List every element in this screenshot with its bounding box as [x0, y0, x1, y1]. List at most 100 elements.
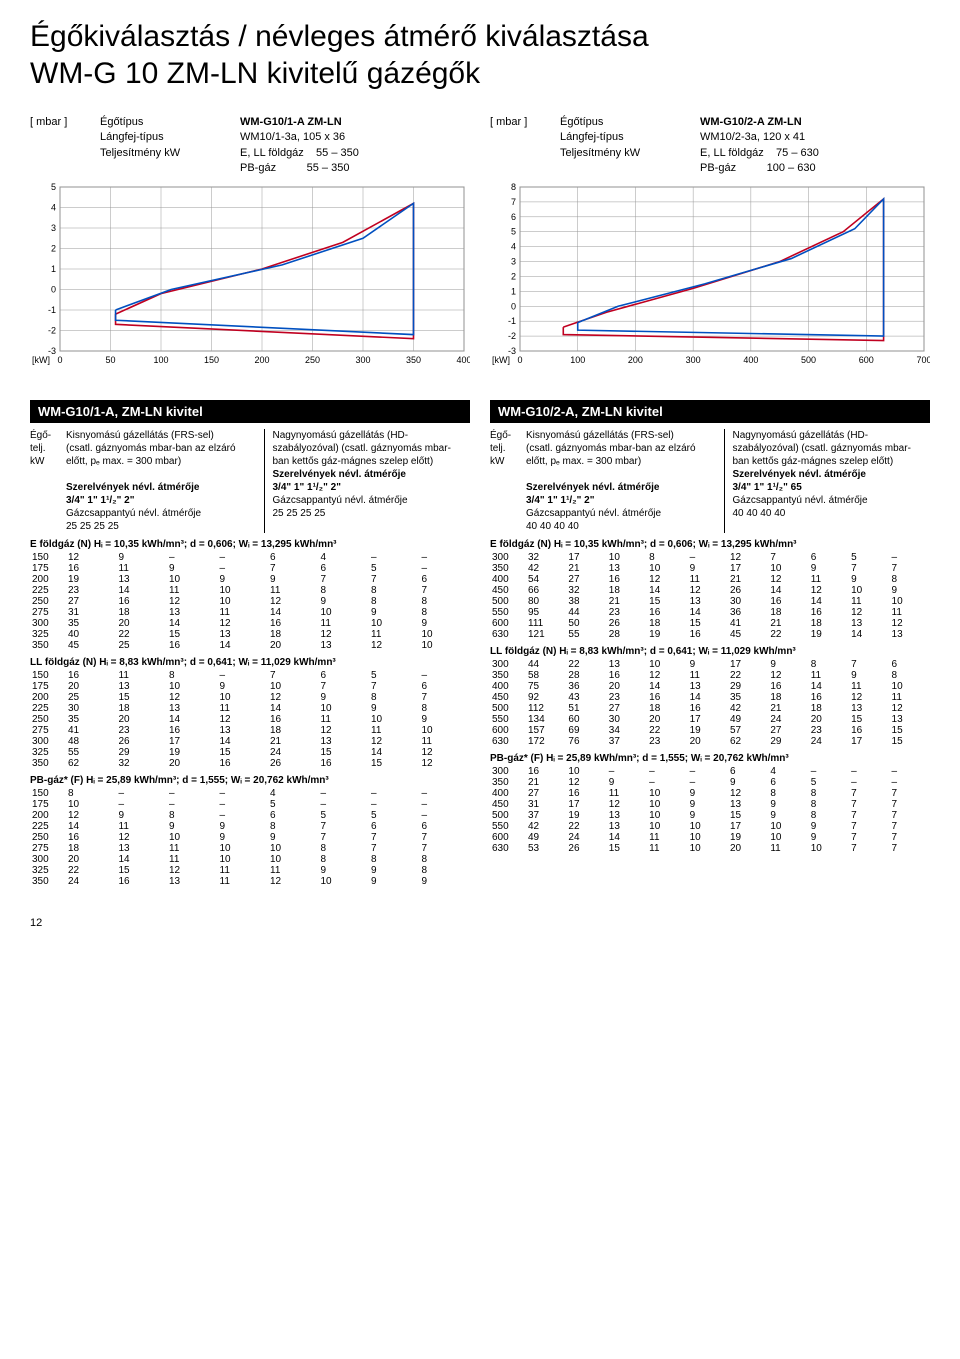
- table-cell: 23: [607, 607, 647, 618]
- table-cell: 17: [167, 736, 218, 747]
- panel-left-header: Égő- telj. kW Kisnyomású gázellátás (FRS…: [30, 429, 470, 533]
- table-cell: 9: [218, 574, 269, 585]
- table-cell: 550: [490, 821, 526, 832]
- svg-text:100: 100: [153, 355, 168, 365]
- table-cell: 8: [647, 552, 687, 563]
- table-cell: 12: [420, 747, 471, 758]
- svg-text:0: 0: [511, 301, 516, 311]
- table-cell: –: [420, 563, 471, 574]
- table-cell: 15: [117, 865, 168, 876]
- table-cell: 13: [849, 703, 889, 714]
- svg-text:700: 700: [916, 355, 930, 365]
- table-cell: 10: [768, 563, 808, 574]
- table-cell: 14: [809, 596, 849, 607]
- table-cell: 9: [167, 563, 218, 574]
- table-cell: 7: [319, 574, 370, 585]
- burner-type-label: Égőtípus: [100, 115, 240, 130]
- table-cell: –: [688, 777, 728, 788]
- table-cell: 20: [117, 714, 168, 725]
- table-cell: 350: [30, 758, 66, 769]
- table-cell: 18: [809, 618, 849, 629]
- table-cell: –: [890, 777, 930, 788]
- table-cell: 10: [167, 681, 218, 692]
- table-cell: 12: [607, 799, 647, 810]
- table-row: 3506232201626161512: [30, 758, 470, 769]
- table-cell: 11: [768, 843, 808, 854]
- table-cell: 15: [728, 810, 768, 821]
- chart-panel-right: [ mbar ] Égőtípus Lángfej-típus Teljesít…: [490, 115, 930, 376]
- svg-text:[kW]: [kW]: [492, 355, 510, 365]
- table-row: 400271611109128877: [490, 788, 930, 799]
- table-cell: 10: [688, 843, 728, 854]
- table-cell: 550: [490, 714, 526, 725]
- table-cell: 8: [319, 854, 370, 865]
- table-cell: 14: [218, 640, 269, 651]
- table-cell: 19: [688, 725, 728, 736]
- table-cell: 10: [319, 703, 370, 714]
- table-cell: 4: [768, 766, 808, 777]
- table-cell: 9: [688, 810, 728, 821]
- table-cell: 12: [647, 574, 687, 585]
- table-cell: –: [688, 552, 728, 563]
- table-cell: 12: [167, 692, 218, 703]
- table-cell: 200: [30, 810, 66, 821]
- table-cell: 35: [728, 692, 768, 703]
- table-cell: 11: [319, 618, 370, 629]
- table-cell: –: [218, 670, 269, 681]
- table-cell: 35: [66, 714, 117, 725]
- table-cell: 45: [728, 629, 768, 640]
- table-cell: 14: [768, 585, 808, 596]
- fuel2-range: 100 – 630: [767, 162, 816, 174]
- table-cell: 42: [526, 563, 566, 574]
- table-cell: 7: [268, 563, 319, 574]
- table-cell: 8: [369, 854, 420, 865]
- table-cell: 25: [117, 640, 168, 651]
- table-row: 3252215121111998: [30, 865, 470, 876]
- table-cell: 10: [768, 832, 808, 843]
- table-cell: 6: [268, 810, 319, 821]
- table-cell: 10: [890, 596, 930, 607]
- table-cell: 7: [768, 552, 808, 563]
- table-cell: 7: [319, 681, 370, 692]
- table-cell: 10: [647, 788, 687, 799]
- table-row: 3003217108–12765–: [490, 552, 930, 563]
- table-cell: 300: [30, 854, 66, 865]
- table-cell: 8: [167, 670, 218, 681]
- table-cell: 21: [268, 736, 319, 747]
- fuel1-label: E, LL földgáz: [700, 147, 764, 159]
- table-cell: 350: [490, 670, 526, 681]
- table-cell: 20: [647, 714, 687, 725]
- table-cell: 8: [319, 585, 370, 596]
- table-cell: 8: [809, 799, 849, 810]
- valves: 25 25 25 25: [66, 520, 256, 533]
- table-cell: 6: [268, 552, 319, 563]
- table-cell: 14: [607, 832, 647, 843]
- table-cell: –: [647, 777, 687, 788]
- svg-text:-2: -2: [48, 325, 56, 335]
- table-cell: 40: [66, 629, 117, 640]
- table-cell: 16: [66, 563, 117, 574]
- table-cell: 19: [809, 629, 849, 640]
- data-table: 3003217108–12765–35042211310917109774005…: [490, 552, 930, 640]
- table-cell: 49: [728, 714, 768, 725]
- table-cell: 6: [728, 766, 768, 777]
- table-cell: 7: [849, 821, 889, 832]
- sizes: 3/4" 1" 1¹/₂" 2": [526, 494, 716, 507]
- table-cell: 11: [849, 681, 889, 692]
- table-cell: 9: [809, 821, 849, 832]
- table-cell: 111: [526, 618, 566, 629]
- table-cell: 8: [809, 659, 849, 670]
- chart-unit: [ mbar ]: [30, 115, 100, 177]
- table-cell: 172: [526, 736, 566, 747]
- hdr-txt: Kisnyomású gázellátás (FRS-sel): [526, 429, 716, 442]
- svg-text:8: 8: [511, 183, 516, 192]
- table-cell: 11: [809, 670, 849, 681]
- table-cell: 41: [728, 618, 768, 629]
- table-cell: 20: [728, 843, 768, 854]
- table-cell: 48: [66, 736, 117, 747]
- perf-label: Teljesítmény kW: [560, 146, 700, 161]
- table-cell: 14: [117, 585, 168, 596]
- table-cell: –: [218, 563, 269, 574]
- table-cell: 300: [490, 552, 526, 563]
- table-cell: 14: [809, 681, 849, 692]
